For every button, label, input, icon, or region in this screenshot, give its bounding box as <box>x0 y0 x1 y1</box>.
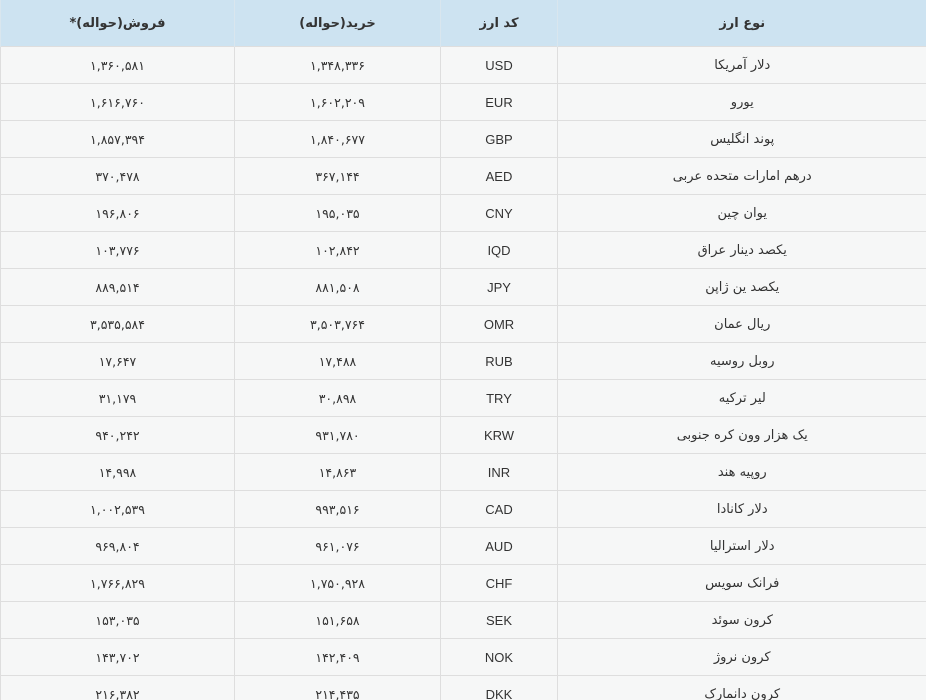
sell-rate: ۳,۵۳۵,۵۸۴ <box>0 305 235 343</box>
currency-code: OMR <box>440 305 558 343</box>
currency-name: روپیه هند <box>557 453 926 491</box>
currency-code: TRY <box>440 379 558 417</box>
sell-rate: ۱۹۶,۸۰۶ <box>0 194 235 232</box>
table-row: کرون سوئد SEK ۱۵۱,۶۵۸ ۱۵۳,۰۳۵ <box>0 601 926 639</box>
buy-rate: ۱۹۵,۰۳۵ <box>234 194 441 232</box>
currency-code: NOK <box>440 638 558 676</box>
sell-rate: ۱,۳۶۰,۵۸۱ <box>0 46 235 84</box>
buy-rate: ۱۴۲,۴۰۹ <box>234 638 441 676</box>
table-row: دلار کانادا CAD ۹۹۳,۵۱۶ ۱,۰۰۲,۵۳۹ <box>0 490 926 528</box>
currency-code: RUB <box>440 342 558 380</box>
currency-name: دلار کانادا <box>557 490 926 528</box>
currency-name: یورو <box>557 83 926 121</box>
sell-rate: ۱,۰۰۲,۵۳۹ <box>0 490 235 528</box>
currency-name: یکصد دینار عراق <box>557 231 926 269</box>
currency-code: SEK <box>440 601 558 639</box>
sell-rate: ۸۸۹,۵۱۴ <box>0 268 235 306</box>
table-row: روپیه هند INR ۱۴,۸۶۳ ۱۴,۹۹۸ <box>0 453 926 491</box>
currency-code: INR <box>440 453 558 491</box>
buy-rate: ۱۴,۸۶۳ <box>234 453 441 491</box>
buy-rate: ۱۷,۴۸۸ <box>234 342 441 380</box>
table-row: یکصد دینار عراق IQD ۱۰۲,۸۴۲ ۱۰۳,۷۷۶ <box>0 231 926 269</box>
table-row: درهم امارات متحده عربی AED ۳۶۷,۱۴۴ ۳۷۰,۴۷۸ <box>0 157 926 195</box>
header-currency-code: کد ارز <box>440 0 558 47</box>
table-row: پوند انگلیس GBP ۱,۸۴۰,۶۷۷ ۱,۸۵۷,۳۹۴ <box>0 120 926 158</box>
table-row: دلار آمریکا USD ۱,۳۴۸,۳۳۶ ۱,۳۶۰,۵۸۱ <box>0 46 926 84</box>
sell-rate: ۱۵۳,۰۳۵ <box>0 601 235 639</box>
currency-name: درهم امارات متحده عربی <box>557 157 926 195</box>
buy-rate: ۸۸۱,۵۰۸ <box>234 268 441 306</box>
buy-rate: ۱۰۲,۸۴۲ <box>234 231 441 269</box>
buy-rate: ۳۶۷,۱۴۴ <box>234 157 441 195</box>
currency-name: یکصد ین ژاپن <box>557 268 926 306</box>
table-row: یوان چین CNY ۱۹۵,۰۳۵ ۱۹۶,۸۰۶ <box>0 194 926 232</box>
buy-rate: ۲۱۴,۴۳۵ <box>234 675 441 700</box>
currency-code: CHF <box>440 564 558 602</box>
sell-rate: ۳۷۰,۴۷۸ <box>0 157 235 195</box>
buy-rate: ۳۰,۸۹۸ <box>234 379 441 417</box>
sell-rate: ۱۴۳,۷۰۲ <box>0 638 235 676</box>
header-sell: فروش(حواله)* <box>0 0 235 47</box>
sell-rate: ۲۱۶,۳۸۲ <box>0 675 235 700</box>
buy-rate: ۱,۳۴۸,۳۳۶ <box>234 46 441 84</box>
sell-rate: ۱۷,۶۴۷ <box>0 342 235 380</box>
currency-code: JPY <box>440 268 558 306</box>
table-row: لیر ترکیه TRY ۳۰,۸۹۸ ۳۱,۱۷۹ <box>0 379 926 417</box>
sell-rate: ۹۶۹,۸۰۴ <box>0 527 235 565</box>
table-row: فرانک سویس CHF ۱,۷۵۰,۹۲۸ ۱,۷۶۶,۸۲۹ <box>0 564 926 602</box>
sell-rate: ۱,۶۱۶,۷۶۰ <box>0 83 235 121</box>
sell-rate: ۱,۷۶۶,۸۲۹ <box>0 564 235 602</box>
buy-rate: ۹۳۱,۷۸۰ <box>234 416 441 454</box>
buy-rate: ۱,۷۵۰,۹۲۸ <box>234 564 441 602</box>
buy-rate: ۳,۵۰۳,۷۶۴ <box>234 305 441 343</box>
buy-rate: ۱,۶۰۲,۲۰۹ <box>234 83 441 121</box>
table-row: ریال عمان OMR ۳,۵۰۳,۷۶۴ ۳,۵۳۵,۵۸۴ <box>0 305 926 343</box>
currency-name: دلار آمریکا <box>557 46 926 84</box>
currency-code: IQD <box>440 231 558 269</box>
buy-rate: ۹۶۱,۰۷۶ <box>234 527 441 565</box>
sell-rate: ۱۴,۹۹۸ <box>0 453 235 491</box>
table-row: یورو EUR ۱,۶۰۲,۲۰۹ ۱,۶۱۶,۷۶۰ <box>0 83 926 121</box>
sell-rate: ۱,۸۵۷,۳۹۴ <box>0 120 235 158</box>
table-row: یکصد ین ژاپن JPY ۸۸۱,۵۰۸ ۸۸۹,۵۱۴ <box>0 268 926 306</box>
currency-code: DKK <box>440 675 558 700</box>
sell-rate: ۳۱,۱۷۹ <box>0 379 235 417</box>
currency-code: GBP <box>440 120 558 158</box>
sell-rate: ۹۴۰,۲۴۲ <box>0 416 235 454</box>
currency-code: AED <box>440 157 558 195</box>
table-header: نوع ارز کد ارز خرید(حواله) فروش(حواله)* <box>0 0 926 47</box>
currency-code: AUD <box>440 527 558 565</box>
header-buy: خرید(حواله) <box>234 0 441 47</box>
currency-name: یک هزار وون کره جنوبی <box>557 416 926 454</box>
currency-name: فرانک سویس <box>557 564 926 602</box>
currency-name: پوند انگلیس <box>557 120 926 158</box>
currency-code: CAD <box>440 490 558 528</box>
buy-rate: ۹۹۳,۵۱۶ <box>234 490 441 528</box>
table-row: دلار استرالیا AUD ۹۶۱,۰۷۶ ۹۶۹,۸۰۴ <box>0 527 926 565</box>
currency-name: کرون دانمارک <box>557 675 926 700</box>
buy-rate: ۱۵۱,۶۵۸ <box>234 601 441 639</box>
table-row: کرون نروژ NOK ۱۴۲,۴۰۹ ۱۴۳,۷۰۲ <box>0 638 926 676</box>
currency-name: کرون سوئد <box>557 601 926 639</box>
currency-name: لیر ترکیه <box>557 379 926 417</box>
currency-name: دلار استرالیا <box>557 527 926 565</box>
currency-name: یوان چین <box>557 194 926 232</box>
table-row: کرون دانمارک DKK ۲۱۴,۴۳۵ ۲۱۶,۳۸۲ <box>0 675 926 700</box>
sell-rate: ۱۰۳,۷۷۶ <box>0 231 235 269</box>
currency-name: کرون نروژ <box>557 638 926 676</box>
table-row: روبل روسیه RUB ۱۷,۴۸۸ ۱۷,۶۴۷ <box>0 342 926 380</box>
header-currency-name: نوع ارز <box>557 0 926 47</box>
currency-code: CNY <box>440 194 558 232</box>
currency-name: ریال عمان <box>557 305 926 343</box>
currency-code: KRW <box>440 416 558 454</box>
buy-rate: ۱,۸۴۰,۶۷۷ <box>234 120 441 158</box>
currency-code: USD <box>440 46 558 84</box>
currency-name: روبل روسیه <box>557 342 926 380</box>
table-row: یک هزار وون کره جنوبی KRW ۹۳۱,۷۸۰ ۹۴۰,۲۴۲ <box>0 416 926 454</box>
currency-code: EUR <box>440 83 558 121</box>
